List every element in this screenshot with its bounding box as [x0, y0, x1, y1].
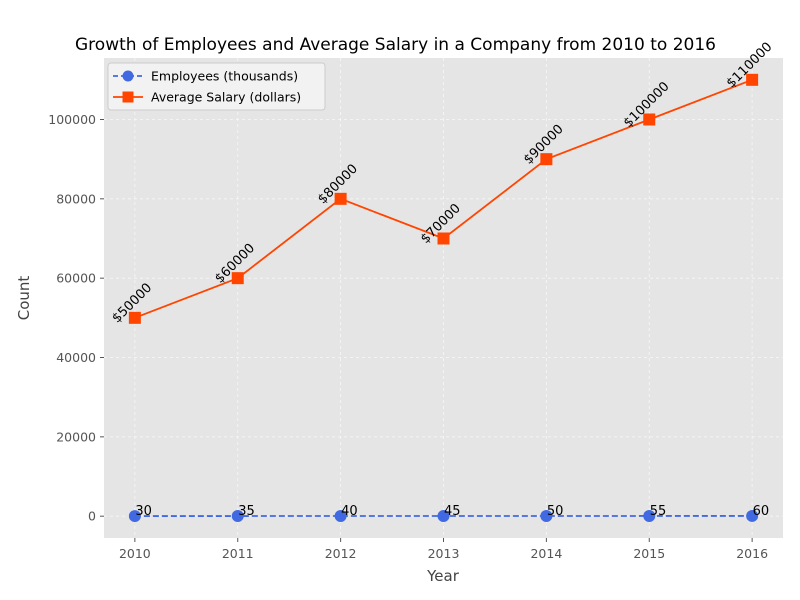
x-tick-label: 2016 — [736, 546, 768, 561]
y-tick-label: 40000 — [56, 350, 96, 365]
employees-data-label: 35 — [238, 504, 255, 519]
x-tick-label: 2014 — [530, 546, 562, 561]
legend-employees-label: Employees (thousands) — [151, 69, 298, 84]
employees-point — [231, 510, 244, 523]
employees-data-label: 60 — [753, 504, 770, 519]
x-axis-ticks: 2010 2011 2012 2013 2014 2015 2016 — [119, 538, 768, 561]
x-tick-label: 2012 — [325, 546, 357, 561]
y-tick-label: 0 — [88, 509, 96, 524]
x-tick-label: 2010 — [119, 546, 151, 561]
legend-employees-marker — [122, 70, 134, 82]
chart-title: Growth of Employees and Average Salary i… — [75, 35, 716, 55]
employees-point — [334, 510, 347, 523]
legend-box — [107, 62, 326, 111]
salary-point — [643, 113, 656, 126]
salary-point — [334, 192, 347, 205]
x-tick-label: 2013 — [428, 546, 460, 561]
legend-salary-marker — [122, 91, 134, 103]
legend-salary-label: Average Salary (dollars) — [151, 90, 301, 105]
x-tick-label: 2015 — [633, 546, 665, 561]
employees-point — [437, 510, 450, 523]
x-tick-label: 2011 — [222, 546, 254, 561]
employees-point — [643, 509, 656, 522]
salary-point — [128, 311, 141, 324]
employees-point — [540, 509, 553, 522]
salary-point — [437, 232, 450, 245]
y-tick-label: 60000 — [56, 271, 96, 286]
salary-point — [540, 153, 553, 166]
y-tick-label: 80000 — [56, 191, 96, 206]
x-axis-label: Year — [426, 567, 460, 585]
salary-point — [746, 73, 759, 86]
y-tick-label: 100000 — [48, 112, 96, 127]
legend: Employees (thousands) Average Salary (do… — [107, 62, 326, 111]
employees-data-label: 50 — [547, 504, 564, 519]
employees-data-label: 30 — [135, 504, 152, 519]
employees-data-label: 55 — [650, 504, 667, 519]
y-axis-label: Count — [15, 276, 33, 321]
employees-data-label: 45 — [444, 504, 461, 519]
y-tick-label: 20000 — [56, 429, 96, 444]
employees-point — [128, 510, 141, 523]
employees-point — [746, 509, 759, 522]
markers — [128, 73, 759, 523]
salary-point — [231, 272, 244, 285]
employees-data-label: 40 — [341, 504, 358, 519]
y-axis-ticks: 0 20000 40000 60000 80000 100000 — [48, 112, 104, 524]
